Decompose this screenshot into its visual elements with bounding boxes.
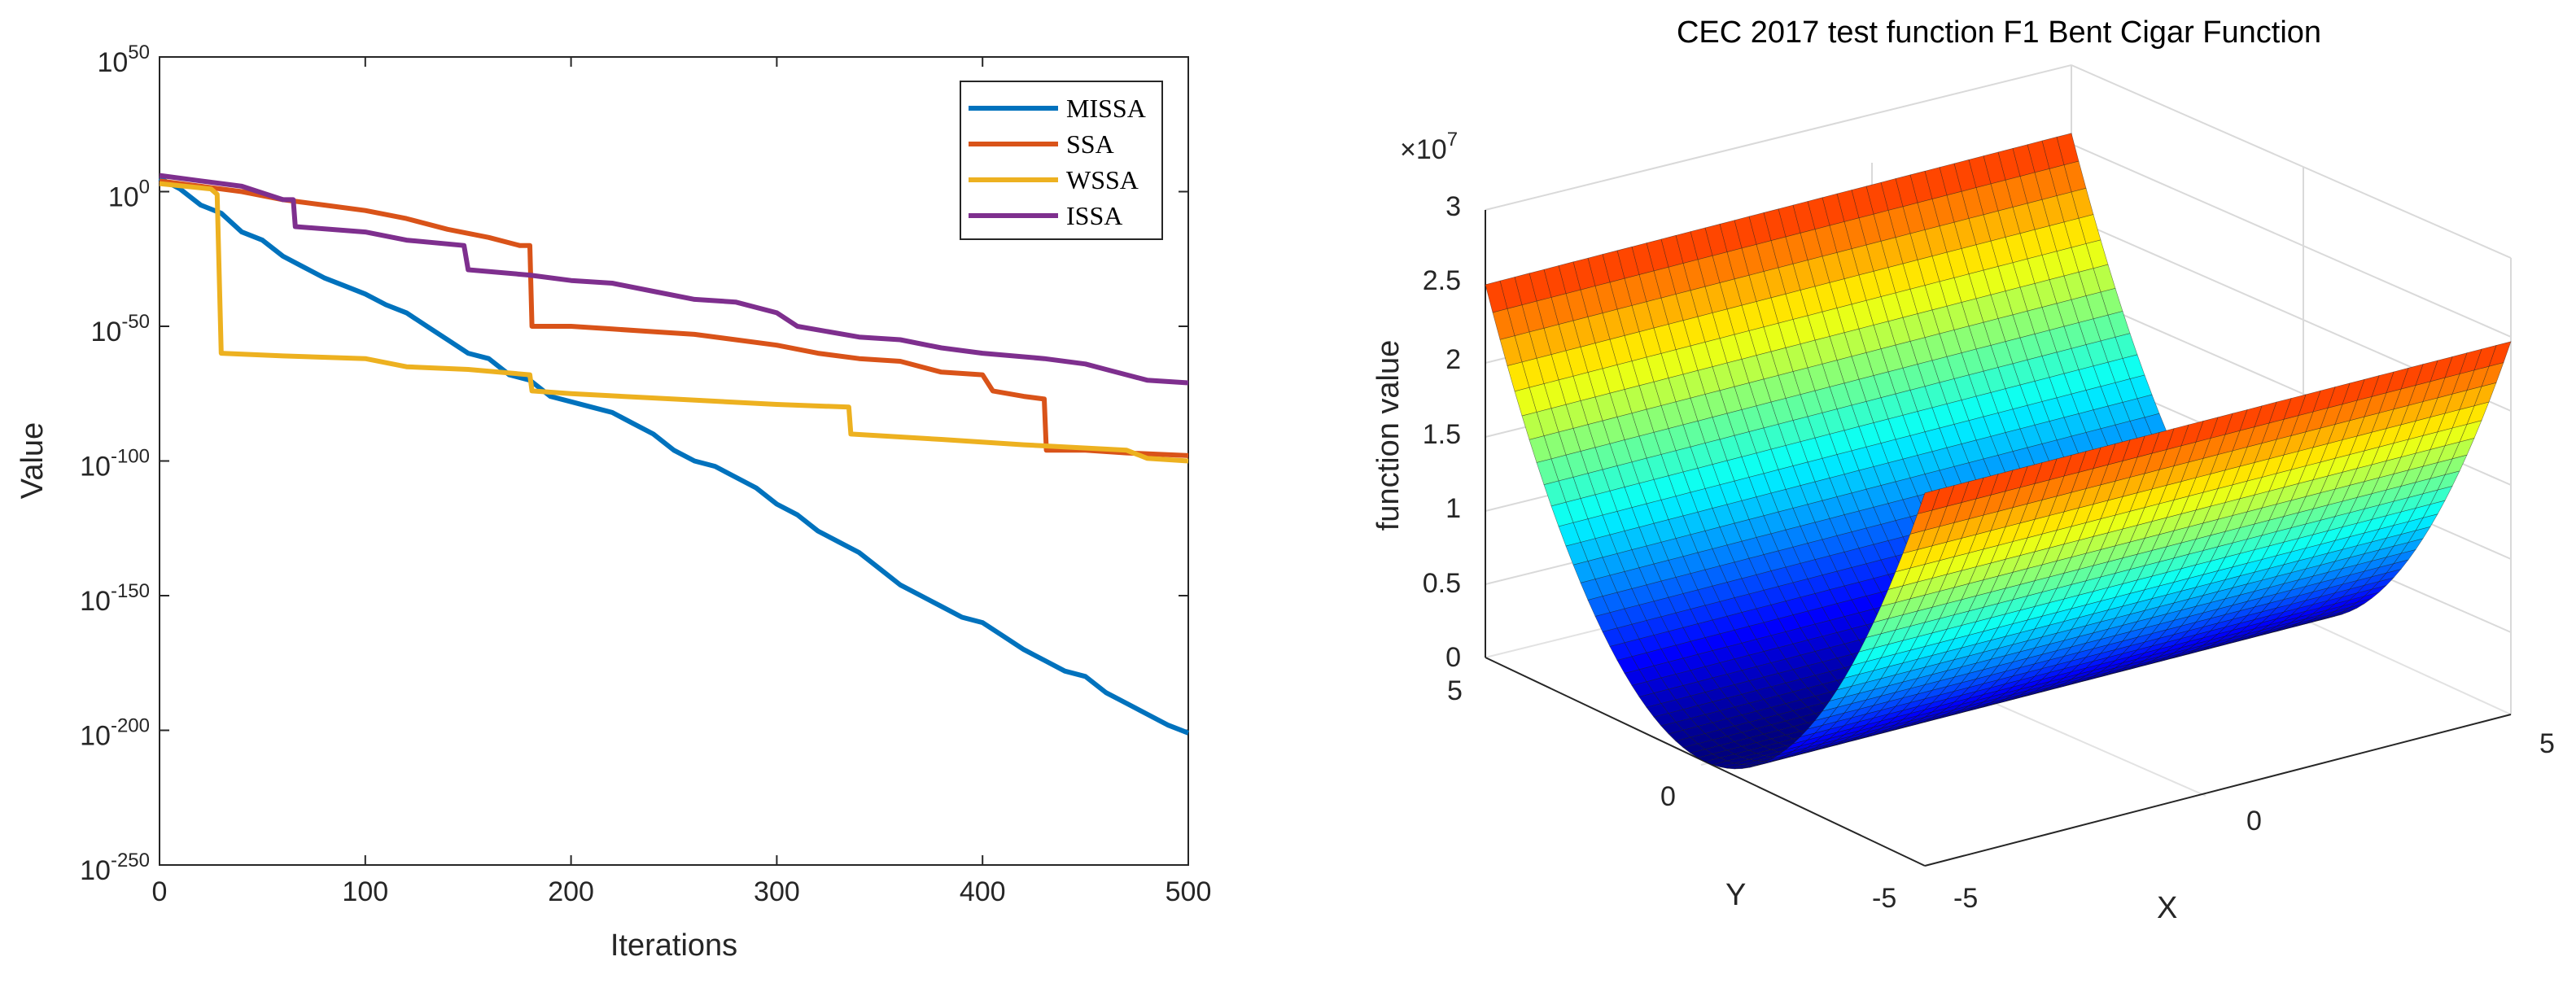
z-tick-2-5: 2.5 bbox=[1423, 265, 1461, 296]
z-axis-label: function value bbox=[1371, 340, 1406, 531]
surface-chart: CEC 2017 test function F1 Bent Cigar Fun… bbox=[1371, 15, 2555, 925]
y-tick-label: 10-100 bbox=[80, 446, 150, 483]
y-axis-label: Value bbox=[15, 422, 50, 499]
y-tick-label: 10-50 bbox=[90, 311, 150, 347]
convergence-chart: 0 100 200 300 400 500 1050 100 10-50 10-100 10-150… bbox=[15, 42, 1211, 963]
series-line-issa bbox=[159, 173, 1189, 386]
legend: MISSA SSA WSSA ISSA bbox=[960, 81, 1163, 240]
bent-cigar-surface bbox=[1485, 133, 2512, 770]
y-tick-label: 10-250 bbox=[80, 850, 150, 886]
convergence-lines bbox=[158, 173, 1190, 736]
y-tick-5: 5 bbox=[1447, 675, 1463, 706]
z-tick-0-5: 0.5 bbox=[1423, 568, 1461, 599]
legend-label-issa: ISSA bbox=[1066, 201, 1122, 230]
y-axis-label-3d: Y bbox=[1725, 878, 1746, 912]
z-tick-3: 3 bbox=[1445, 191, 1461, 222]
x-tick-label: 300 bbox=[754, 876, 800, 907]
z-tick-2: 2 bbox=[1445, 344, 1461, 375]
y-tick-label: 1050 bbox=[97, 42, 150, 78]
legend-label-missa: MISSA bbox=[1066, 94, 1146, 123]
y-tick-0: 0 bbox=[1660, 781, 1676, 812]
x-tick-label: 100 bbox=[342, 876, 388, 907]
x-tick-label: 200 bbox=[548, 876, 594, 907]
series-line-missa bbox=[158, 176, 1190, 736]
z-tick-1-5: 1.5 bbox=[1423, 419, 1461, 450]
surface-title: CEC 2017 test function F1 Bent Cigar Fun… bbox=[1677, 15, 2321, 50]
z-tick-1: 1 bbox=[1445, 493, 1461, 524]
x-axis-label: Iterations bbox=[610, 928, 737, 963]
x-tick-label: 0 bbox=[152, 876, 168, 907]
y-tick-label: 10-200 bbox=[80, 715, 150, 752]
y-tick-neg5: -5 bbox=[1872, 883, 1896, 914]
x-tick-label: 400 bbox=[960, 876, 1006, 907]
series-line-wssa bbox=[159, 181, 1189, 464]
left-ticks: 0 100 200 300 400 500 1050 100 10-50 10-100 10-150… bbox=[80, 42, 1211, 907]
x-axis-label-3d: X bbox=[2157, 891, 2177, 925]
y-tick-label: 10-150 bbox=[80, 580, 150, 617]
x-tick-neg5: -5 bbox=[1953, 883, 1978, 914]
legend-label-wssa: WSSA bbox=[1066, 165, 1139, 194]
y-tick-label: 100 bbox=[108, 177, 150, 213]
z-multiplier: ×107 bbox=[1400, 129, 1458, 165]
legend-label-ssa: SSA bbox=[1066, 129, 1114, 159]
z-axis-ticks: 0 0.5 1 1.5 2 2.5 3 ×107 bbox=[1400, 129, 1461, 673]
x-tick-label: 500 bbox=[1166, 876, 1212, 907]
series-line-ssa bbox=[159, 178, 1189, 458]
surface-patch bbox=[1917, 488, 1940, 514]
x-tick-0: 0 bbox=[2246, 806, 2262, 837]
x-tick-5: 5 bbox=[2539, 728, 2555, 759]
z-tick-0: 0 bbox=[1445, 642, 1461, 673]
